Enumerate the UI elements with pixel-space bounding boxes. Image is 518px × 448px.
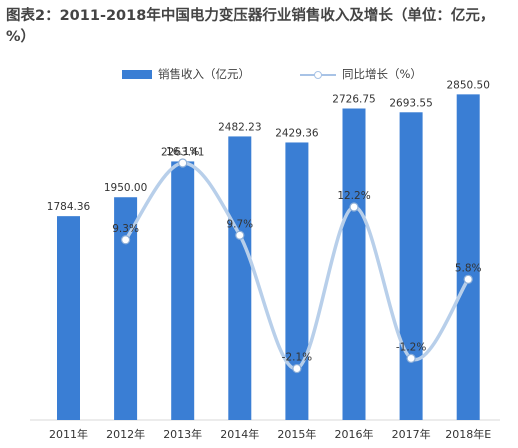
bar-value-label: 1784.36: [47, 201, 91, 213]
legend-item-sales: 销售收入（亿元）: [122, 66, 250, 82]
growth-value-label: -1.2%: [396, 341, 426, 353]
legend-growth-label: 同比增长（%）: [342, 67, 422, 81]
legend-sales-label: 销售收入（亿元）: [158, 67, 250, 81]
x-tick-label: 2017年: [392, 427, 431, 441]
growth-point: [235, 230, 245, 240]
bar-value-label: 2726.75: [332, 93, 375, 105]
bar-value-label: 2429.36: [275, 127, 319, 139]
chart-title: 图表2：2011-2018年中国电力变压器行业销售收入及增长（单位：亿元，%）: [6, 8, 495, 45]
growth-point: [406, 353, 416, 363]
bar-value-label: 2850.50: [446, 79, 489, 91]
growth-value-label: 5.8%: [455, 262, 482, 274]
bar-2017年: [399, 112, 423, 420]
x-tick-label: 2011年: [49, 427, 88, 441]
legend: 销售收入（亿元） 同比增长（%）: [0, 66, 518, 84]
legend-bar-swatch: [122, 69, 152, 79]
bar-2012年: [114, 197, 138, 420]
legend-line-swatch: [300, 70, 336, 79]
x-tick-label: 2012年: [106, 427, 145, 441]
bar-value-label: 2263.41: [161, 146, 204, 158]
growth-value-label: 9.7%: [226, 218, 253, 230]
x-tick-label: 2016年: [335, 427, 374, 441]
growth-point: [463, 274, 473, 284]
x-tick-label: 2013年: [163, 427, 202, 441]
bar-2018年E: [456, 94, 480, 420]
growth-point: [349, 202, 359, 212]
growth-value-label: 9.3%: [112, 223, 139, 235]
legend-item-growth: 同比增长（%）: [300, 66, 422, 82]
growth-value-label: 16.1%: [166, 146, 199, 158]
bar-2016年: [342, 108, 366, 420]
bar-2014年: [228, 136, 252, 420]
x-tick-label: 2014年: [220, 427, 259, 441]
growth-point: [178, 158, 188, 168]
bar-2011年: [57, 216, 80, 420]
bar-value-label: 2482.23: [218, 121, 261, 133]
growth-point: [292, 363, 302, 374]
x-tick-label: 2015年: [277, 427, 316, 441]
growth-value-label: -2.1%: [282, 352, 312, 364]
growth-point: [120, 235, 131, 245]
bar-2013年: [171, 161, 195, 420]
bar-2015年: [285, 142, 309, 420]
bar-value-label: 1950.00: [104, 182, 147, 194]
x-tick-label: 2018年E: [445, 427, 491, 441]
bar-value-label: 2693.55: [389, 97, 432, 109]
growth-value-label: 12.2%: [337, 190, 370, 202]
